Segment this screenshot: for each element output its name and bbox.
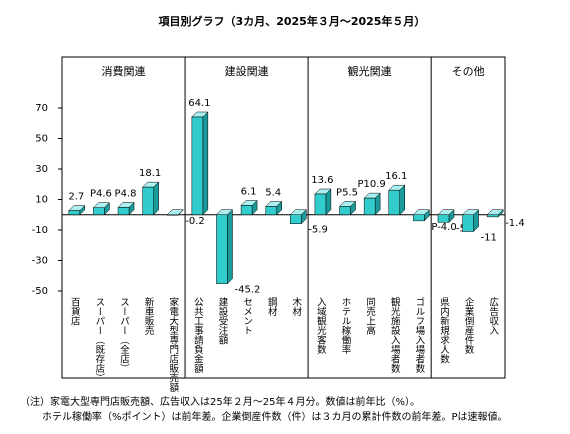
bar-front	[68, 210, 81, 216]
value-label: P4.6	[90, 189, 112, 200]
y-tick-label: 70	[35, 103, 48, 114]
x-tick-label: スーパー（全店）	[118, 297, 130, 373]
x-tick-label: スーパー（既存店）	[93, 297, 105, 383]
y-tick-label: -30	[32, 256, 48, 267]
bar	[215, 209, 234, 285]
value-label: P4.8	[115, 188, 137, 199]
x-tick-label: 広告収入	[487, 296, 499, 335]
bar	[437, 209, 455, 223]
bar	[461, 209, 480, 233]
bar-front	[93, 207, 105, 216]
bar-front	[216, 214, 228, 284]
section-label: 観光関連	[348, 64, 392, 78]
bar-front	[290, 214, 302, 224]
bar-side	[202, 111, 209, 216]
bar	[314, 188, 332, 216]
bar	[191, 111, 209, 216]
value-label: 6.1	[241, 186, 257, 197]
bar	[486, 209, 504, 218]
bar	[166, 209, 184, 216]
bar	[240, 199, 258, 216]
value-label: 5.4	[265, 188, 281, 199]
x-tick-label: 入域観光客数	[315, 297, 327, 355]
bar	[92, 202, 111, 216]
bar-front	[413, 214, 425, 222]
section-label: 消費関連	[102, 64, 146, 78]
bar-front	[142, 186, 154, 216]
bar-front	[339, 206, 351, 216]
x-tick-label: ホテル稼働率	[340, 297, 352, 355]
bar-front	[388, 189, 400, 215]
value-label: P-4.0	[431, 222, 456, 233]
value-label: 16.1	[385, 171, 407, 182]
bar	[289, 209, 307, 225]
value-label: -45.2	[234, 285, 260, 296]
x-tick-label: 百貨店	[69, 297, 81, 326]
bar-front	[191, 116, 204, 215]
y-tick-label: 50	[35, 134, 48, 145]
value-label: 18.1	[139, 168, 161, 179]
bar	[117, 201, 135, 216]
note: ホテル稼働率（%ポイント）は前年差。企業倒産件数（件）は３カ月の累計件数の前年差…	[42, 410, 508, 423]
bar-front	[117, 207, 130, 215]
x-tick-label: 同売上高	[364, 297, 376, 336]
x-tick-label: 公共工事請負金額	[192, 297, 204, 374]
y-tick-label: 30	[35, 164, 48, 175]
bar	[338, 200, 357, 216]
bar	[142, 181, 160, 216]
x-tick-label: 観光施設入場者数	[389, 296, 401, 374]
x-tick-label: 木材	[290, 296, 302, 316]
bar	[412, 209, 430, 222]
bar-front	[363, 197, 376, 216]
value-label: P5.5	[336, 187, 358, 198]
bar-front	[462, 214, 474, 232]
x-tick-label: 鋼材	[266, 296, 278, 316]
x-tick-label: セメント	[241, 297, 253, 335]
bar-front	[486, 214, 499, 218]
bar-front	[314, 193, 327, 215]
x-tick-label: 新車販売	[143, 296, 155, 336]
value-label: P10.9	[357, 179, 385, 190]
bar-front	[265, 206, 277, 215]
bar	[388, 184, 406, 216]
bar-side	[153, 181, 159, 216]
x-tick-label: 建設受注額	[216, 296, 228, 345]
bar-top	[166, 209, 184, 215]
y-tick-label: -10	[32, 225, 48, 236]
bar-side	[227, 209, 233, 285]
value-label: -1.4	[505, 218, 525, 229]
value-label: -5.9	[308, 225, 328, 236]
y-tick-label: -50	[32, 286, 48, 297]
value-label: -0.2	[185, 216, 205, 227]
bar	[68, 205, 86, 216]
bar-front	[240, 205, 253, 215]
bar	[363, 192, 381, 216]
value-label: 13.6	[311, 175, 333, 186]
value-label: 64.1	[188, 98, 210, 109]
x-tick-label: 企業倒産件数	[463, 296, 475, 355]
chart-title: 項目別グラフ（3カ月、2025年３月～2025年５月）	[159, 14, 426, 28]
section-label: 建設関連	[225, 64, 269, 78]
value-label: 2.7	[68, 192, 84, 203]
value-label: -11	[481, 233, 497, 244]
bar	[265, 200, 283, 216]
bar-front	[437, 214, 450, 223]
bar-front	[167, 214, 179, 216]
x-tick-label: ゴルフ場入場者数	[413, 296, 425, 374]
note: （注）家電大型専門店販売額、広告収入は25年２月～25年４月分。数値は前年比（%…	[20, 395, 420, 408]
x-tick-label: 県内新規求人数	[438, 297, 450, 364]
section-label: その他	[452, 65, 485, 78]
x-tick-label: 家電大型専門店販売額	[167, 296, 179, 393]
y-tick-label: 10	[35, 195, 48, 206]
